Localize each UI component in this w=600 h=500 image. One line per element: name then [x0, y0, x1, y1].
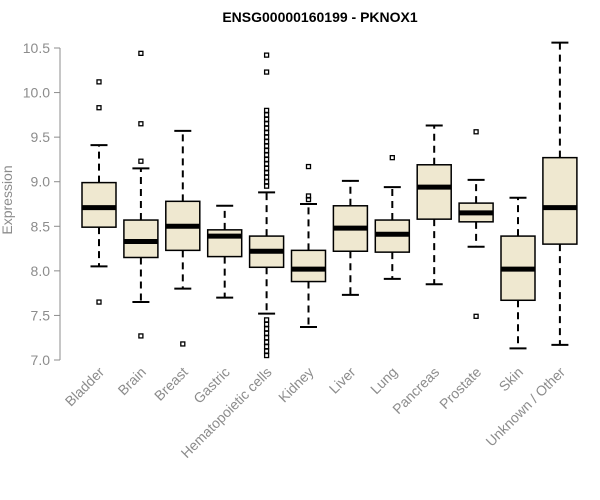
x-tick-label: Bladder — [62, 364, 108, 410]
interquartile-box — [81, 181, 117, 228]
x-tick-label: Pancreas — [389, 364, 442, 417]
outlier-point — [96, 299, 102, 305]
x-tick-label: Unknown / Other — [482, 364, 568, 450]
chart-title: ENSG00000160199 - PKNOX1 — [222, 9, 418, 25]
interquartile-box — [416, 164, 452, 220]
y-tick-label: 8.0 — [31, 263, 51, 279]
box-pancreas — [416, 124, 452, 286]
y-tick-label: 7.0 — [31, 352, 51, 368]
box-prostate — [458, 129, 494, 319]
box-hematopoietic-cells — [248, 52, 285, 359]
outlier-point — [263, 165, 270, 171]
outlier-point — [263, 134, 270, 140]
box-bladder — [81, 79, 117, 305]
y-tick-label: 9.5 — [31, 129, 51, 145]
outlier-point — [263, 112, 270, 118]
outlier-point — [263, 317, 270, 323]
interquartile-box — [290, 249, 327, 283]
outlier-point — [473, 129, 479, 135]
outlier-point — [263, 125, 270, 131]
outlier-point — [263, 174, 270, 180]
x-tick-label: Breast — [151, 364, 191, 404]
outlier-point — [263, 321, 270, 327]
outlier-point — [305, 163, 312, 170]
outlier-point — [305, 193, 312, 199]
box-skin — [500, 196, 536, 350]
boxes-group — [81, 41, 578, 359]
outlier-point — [138, 158, 144, 164]
interquartile-box — [542, 156, 578, 245]
outlier-point — [96, 79, 102, 85]
outlier-point — [138, 333, 144, 339]
x-tick-label: Skin — [496, 364, 527, 395]
x-tick-label: Liver — [326, 364, 359, 397]
outlier-point — [263, 130, 270, 136]
y-tick-label: 9.0 — [31, 174, 51, 190]
interquartile-box — [123, 219, 159, 259]
box-gastric — [206, 204, 243, 299]
box-breast — [165, 129, 201, 347]
x-tick-label: Kidney — [275, 364, 317, 406]
outlier-point — [263, 107, 270, 114]
y-tick-label: 10.0 — [23, 85, 50, 101]
outlier-point — [138, 50, 144, 56]
y-tick-label: 7.5 — [31, 307, 51, 323]
box-brain — [123, 50, 159, 339]
outlier-point — [263, 147, 270, 154]
y-axis: 7.0 7.5 8.0 8.5 9.0 9.5 10.0 10.5 — [23, 40, 61, 368]
outlier-point — [263, 138, 270, 145]
outlier-point — [389, 154, 395, 161]
outlier-point — [96, 105, 102, 111]
outlier-point — [263, 143, 270, 149]
outlier-point — [473, 313, 479, 319]
outlier-point — [263, 161, 270, 167]
box-unknown-other — [542, 41, 578, 346]
outlier-point — [263, 183, 270, 189]
box-lung — [374, 154, 411, 280]
outlier-point — [263, 330, 270, 336]
outlier-point — [263, 170, 270, 176]
x-tick-label: Brain — [115, 364, 149, 398]
outlier-point — [263, 152, 270, 158]
outlier-point — [263, 156, 270, 163]
outlier-point — [263, 348, 270, 354]
outlier-point — [263, 69, 270, 75]
x-tick-label: Prostate — [436, 364, 484, 412]
y-tick-label: 8.5 — [31, 218, 51, 234]
outlier-point — [263, 343, 270, 350]
outlier-point — [263, 352, 270, 359]
outlier-point — [263, 339, 270, 345]
box-liver — [332, 179, 369, 296]
outlier-point — [263, 116, 270, 122]
outlier-point — [263, 335, 270, 341]
box-kidney — [290, 163, 327, 329]
y-tick-label: 10.5 — [23, 40, 50, 56]
outlier-point — [263, 326, 270, 332]
x-tick-label: Lung — [367, 364, 400, 397]
outlier-point — [263, 121, 270, 127]
outlier-point — [263, 52, 270, 58]
y-axis-label: Expression — [0, 165, 15, 234]
outlier-point — [138, 121, 144, 127]
outlier-point — [180, 341, 186, 347]
outlier-point — [263, 179, 270, 185]
